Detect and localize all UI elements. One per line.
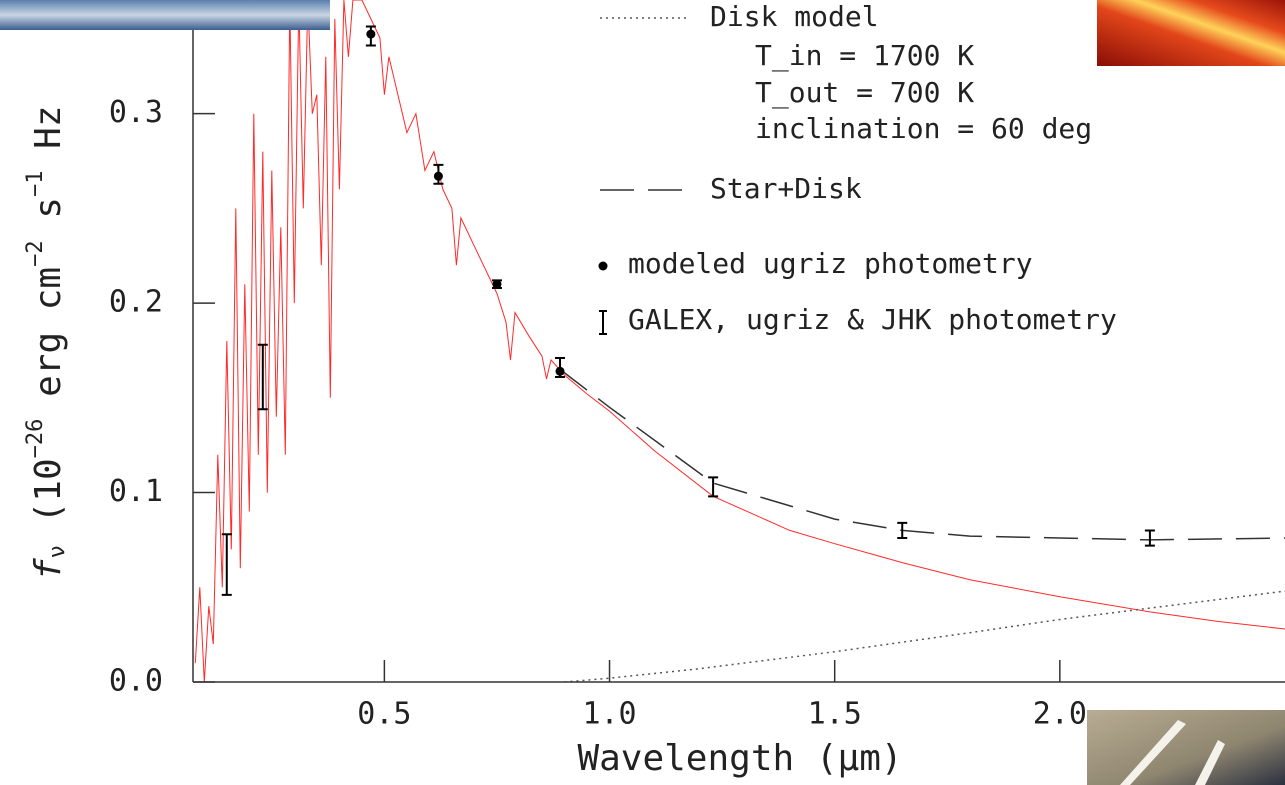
annotation: T_out = 700 K (755, 76, 974, 110)
x-tick-label: 1.5 (808, 697, 862, 732)
y-tick-label: 0.0 (109, 664, 163, 699)
x-axis-title: Wavelength (μm) (577, 738, 902, 779)
error-bar (708, 476, 719, 498)
y-axis-title-part: s (28, 197, 69, 240)
overlay-photo (1087, 710, 1285, 785)
y-tick-label: 0.3 (109, 95, 163, 130)
plot-area (194, 0, 1285, 682)
x-tick-label: 2.0 (1033, 697, 1087, 732)
legend-label: modeled ugriz photometry (628, 247, 1033, 280)
overlay-image (0, 0, 330, 30)
y-axis-title-part: −2 (23, 240, 48, 267)
error-bar (555, 357, 566, 378)
y-axis-title-part: f (28, 558, 69, 580)
legend-swatch (598, 261, 608, 271)
overlay-image (1087, 710, 1285, 785)
error-bar (1144, 529, 1155, 547)
ticks: 0.5 1.0 1.5 2.0 0.0 0.1 0.2 0.3 (109, 95, 1087, 731)
y-axis-title-part: Hz (28, 106, 69, 171)
legend-swatch (599, 310, 607, 335)
series-line (559, 368, 1285, 541)
error-bar (897, 521, 908, 540)
error-bar (221, 533, 232, 596)
y-axis-title: fν (10−26 erg cm−2 s−1 Hz (23, 106, 70, 581)
x-tick-label: 0.5 (357, 697, 411, 732)
legend-label: Disk model (710, 0, 879, 33)
overlay-image (1097, 0, 1285, 66)
x-tick-label: 1.0 (582, 697, 636, 732)
y-axis-title-part: (10 (28, 458, 69, 545)
y-tick-label: 0.2 (109, 285, 163, 320)
legend-label: GALEX, ugriz & JHK photometry (628, 303, 1117, 336)
y-axis-title-part: −1 (23, 171, 48, 198)
series-line (564, 590, 1285, 682)
y-axis-title-part: erg cm (28, 267, 69, 419)
legend-label: Star+Disk (710, 172, 862, 205)
overlay-highlight (1120, 720, 1225, 785)
y-axis-title-part: −26 (23, 419, 48, 459)
y-tick-label: 0.1 (109, 474, 163, 509)
legend: Disk model T_in = 1700 K T_out = 700 K i… (598, 0, 1117, 336)
annotation: inclination = 60 deg (755, 112, 1092, 145)
error-bar (491, 279, 502, 289)
error-bar (433, 163, 444, 185)
series-line (194, 0, 1285, 682)
error-bar (257, 343, 268, 411)
y-axis-title-part: ν (45, 545, 70, 558)
error-bar (365, 25, 376, 47)
annotation: T_in = 1700 K (755, 39, 974, 73)
